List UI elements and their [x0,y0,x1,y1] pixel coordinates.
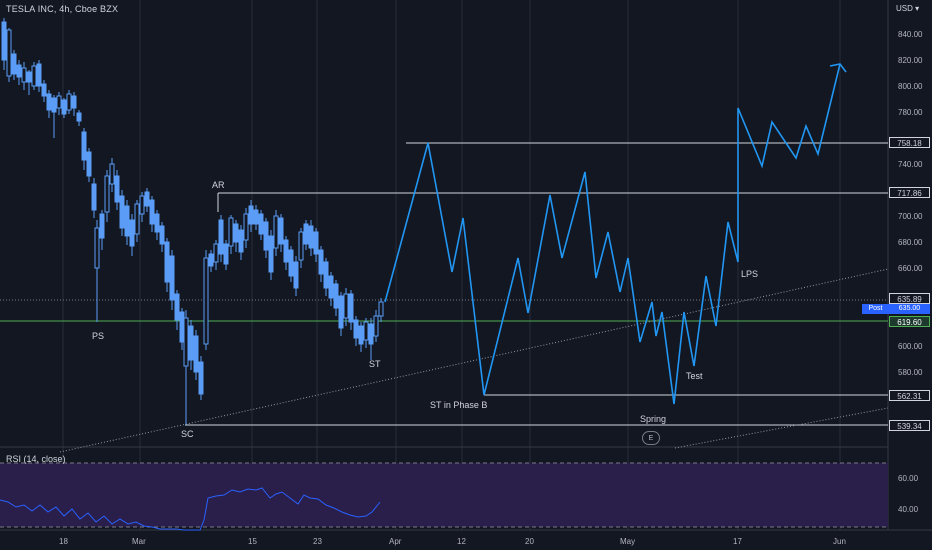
price-tick: 800.00 [898,82,923,91]
price-tick: 740.00 [898,160,923,169]
projection-path [384,63,841,405]
rsi-indicator-label: RSI (14, close) [6,454,66,464]
time-tick: 23 [313,537,322,546]
annotation-ar: AR [212,180,225,190]
time-tick: 20 [525,537,534,546]
annotation-ps: PS [92,331,105,341]
price-tick: 680.00 [898,238,923,247]
price-tick: 660.00 [898,264,923,273]
price-tick: 780.00 [898,108,923,117]
trendline-lower [674,407,889,449]
price-tag-619: 619.60 [889,316,930,327]
event-marker[interactable]: E [642,431,660,445]
time-tick: Apr [389,537,402,546]
rsi-band [0,463,888,527]
currency-selector[interactable]: USD ▾ [896,4,919,13]
time-tick: 17 [733,537,742,546]
annotation-st: ST [369,359,381,369]
post-market-price: 635.00 [889,304,930,314]
price-tag-717: 717.86 [889,187,930,198]
annotation-sc: SC [181,429,194,439]
price-tick: 700.00 [898,212,923,221]
currency-label: USD [896,4,913,13]
chart-title: TESLA INC, 4h, Cboe BZX [6,4,119,14]
price-tick: 840.00 [898,30,923,39]
annotation-test: Test [686,371,703,381]
chevron-down-icon: ▾ [915,4,920,13]
candles [1,18,384,425]
time-tick: 12 [457,537,466,546]
price-tag-635: 635.89 [889,293,930,304]
time-tick: May [620,537,636,546]
rsi-tick: 40.00 [898,505,919,514]
annotation-spring: Spring [640,414,667,424]
time-tick: 15 [248,537,257,546]
time-tick: Mar [132,537,146,546]
post-market-label: Post [862,304,889,314]
price-tag-758: 758.18 [889,137,930,148]
rsi-line [0,487,381,531]
rsi-tick: 60.00 [898,474,919,483]
projection-arrowhead [829,63,847,73]
price-tag-562: 562.31 [889,390,930,401]
annotation-st-phase-b: ST in Phase B [430,400,488,410]
price-tag-539: 539.34 [889,420,930,431]
trendline-support [59,268,889,453]
time-tick: Jun [833,537,846,546]
price-tick: 600.00 [898,342,923,351]
price-tick: 580.00 [898,368,923,377]
price-tick: 820.00 [898,56,923,65]
time-tick: 18 [59,537,68,546]
annotation-lps: LPS [741,269,759,279]
